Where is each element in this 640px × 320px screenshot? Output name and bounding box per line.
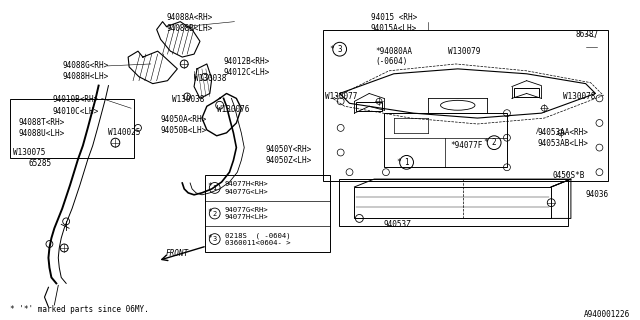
Text: * '*' marked parts since 06MY.: * '*' marked parts since 06MY. [10, 305, 149, 314]
Text: 94053AA<RH>
94053AB<LH>: 94053AA<RH> 94053AB<LH> [538, 128, 588, 148]
Text: 65285: 65285 [29, 159, 52, 168]
Text: 1: 1 [212, 185, 217, 191]
Text: *: * [396, 158, 401, 167]
Text: 94050Y<RH>
94050Z<LH>: 94050Y<RH> 94050Z<LH> [266, 145, 312, 165]
Text: 94012B<RH>
94012C<LH>: 94012B<RH> 94012C<LH> [223, 57, 270, 77]
Bar [205, 175, 330, 252]
Text: 2: 2 [492, 138, 497, 147]
Text: W130075: W130075 [13, 148, 45, 156]
Text: 94088G<RH>
94088H<LH>: 94088G<RH> 94088H<LH> [62, 61, 108, 81]
Text: FRONT: FRONT [166, 249, 189, 258]
Text: 94015 <RH>
94015A<LH>: 94015 <RH> 94015A<LH> [371, 13, 417, 33]
Text: 3: 3 [337, 45, 342, 54]
Text: 94077G<RH>
94077H<LH>: 94077G<RH> 94077H<LH> [225, 207, 268, 220]
Text: 94088T<RH>
94088U<LH>: 94088T<RH> 94088U<LH> [19, 118, 65, 138]
Text: 0450S*B: 0450S*B [552, 171, 584, 180]
Bar [355, 187, 551, 219]
Text: (-0604): (-0604) [375, 57, 408, 66]
Text: 0218S  ( -0604)
0360011<0604- >: 0218S ( -0604) 0360011<0604- > [225, 232, 290, 246]
Bar [356, 102, 382, 111]
Bar [384, 113, 507, 167]
Text: W130079: W130079 [448, 47, 480, 56]
Text: W130077: W130077 [325, 92, 357, 100]
Text: 1: 1 [404, 158, 409, 167]
Text: *: * [329, 45, 334, 54]
Bar [10, 100, 134, 158]
Text: *: * [207, 234, 211, 243]
Text: *: * [207, 208, 211, 217]
Text: *94077F: *94077F [450, 141, 483, 150]
Bar [339, 179, 568, 226]
Text: 94036: 94036 [586, 190, 609, 199]
Text: 86387: 86387 [576, 29, 599, 38]
Text: W130076: W130076 [217, 105, 249, 114]
Bar [514, 88, 540, 97]
Text: A940001226: A940001226 [584, 310, 630, 319]
Bar [323, 29, 608, 181]
Text: 2: 2 [212, 211, 217, 217]
Text: 94077H<RH>
94077G<LH>: 94077H<RH> 94077G<LH> [225, 181, 268, 195]
Text: 94053Z: 94053Z [384, 220, 412, 229]
Text: *: * [207, 182, 211, 191]
Text: W130078: W130078 [563, 92, 595, 100]
Text: 3: 3 [212, 236, 217, 242]
Text: 94010B<RH>
94010C<LH>: 94010B<RH> 94010C<LH> [52, 95, 99, 116]
Text: 94050A<RH>
94050B<LH>: 94050A<RH> 94050B<LH> [161, 115, 207, 135]
Text: W140025: W140025 [108, 128, 141, 137]
Text: W130038: W130038 [172, 95, 205, 104]
Text: W130038: W130038 [194, 74, 227, 83]
Text: 94088A<RH>
94088B<LH>: 94088A<RH> 94088B<LH> [167, 13, 213, 33]
Text: *: * [484, 138, 488, 147]
Text: *94080AA: *94080AA [375, 47, 412, 56]
